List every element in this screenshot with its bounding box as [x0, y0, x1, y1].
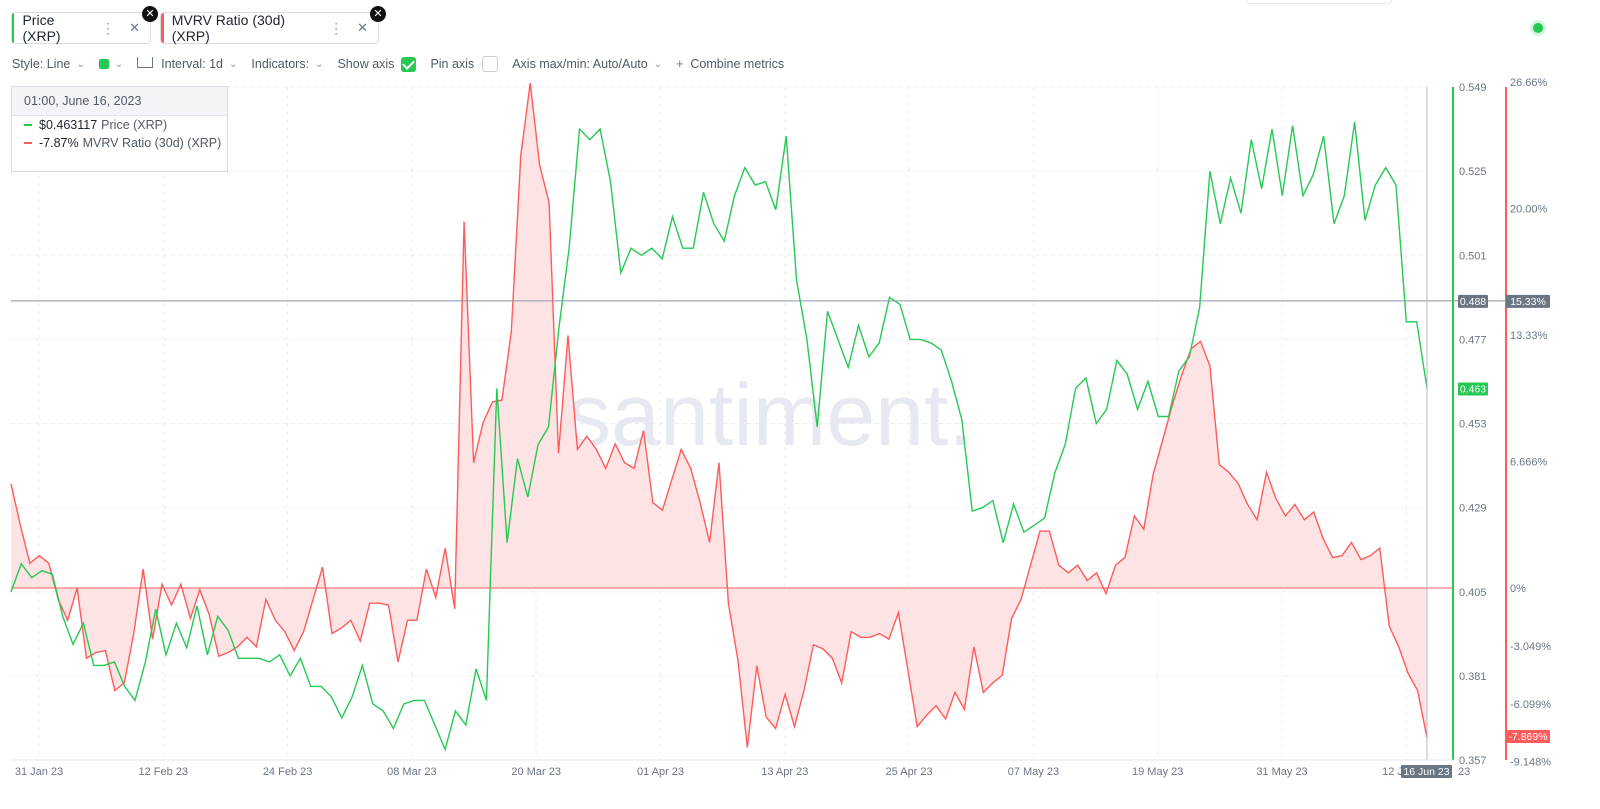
pin-axis-toggle[interactable]: Pin axis — [430, 56, 499, 72]
series-color-icon — [24, 124, 32, 126]
price-tick-label: 0.357 — [1459, 755, 1487, 767]
mvrv-area-fill — [11, 83, 1427, 748]
remove-metric-icon[interactable]: ✕ — [142, 6, 158, 22]
mvrv-tick-label: 6.666% — [1510, 456, 1548, 468]
price-tick-label: 0.405 — [1459, 587, 1487, 599]
mvrv-current-badge-bg — [1506, 730, 1550, 743]
tooltip-row-mvrv: -7.87% MVRV Ratio (30d) (XRP) — [12, 134, 227, 152]
series-color-icon — [24, 142, 32, 144]
close-icon[interactable]: ✕ — [357, 20, 368, 35]
price-tick-label: 0.525 — [1459, 166, 1487, 178]
style-label: Style: Line — [12, 57, 71, 71]
show-axis-checkbox[interactable] — [401, 56, 417, 72]
pin-axis-checkbox[interactable] — [482, 56, 499, 72]
show-axis-toggle[interactable]: Show axis — [337, 56, 417, 72]
price-tick-label: 0.381 — [1459, 671, 1487, 683]
ruler-icon — [137, 56, 154, 68]
x-tick-label: 08 Mar 23 — [387, 766, 437, 778]
chevron-down-icon: ⌄ — [76, 58, 85, 70]
price-crosshair-badge-bg — [1458, 294, 1488, 308]
x-cursor-badge-bg — [1401, 765, 1452, 778]
style-dropdown[interactable]: Style: Line ⌄ — [12, 57, 85, 71]
mvrv-tick-label: 0% — [1510, 583, 1526, 595]
interval-label: Interval: 1d — [161, 57, 223, 71]
more-options-icon[interactable]: ⋮ — [329, 19, 344, 36]
plus-icon: + — [676, 57, 684, 71]
mvrv-tick-label: 26.66% — [1510, 77, 1548, 89]
mvrv-tick-label: 13.33% — [1510, 330, 1548, 342]
chevron-down-icon: ⌄ — [114, 58, 124, 70]
chart-toolbar: Style: Line ⌄ ⌄ Interval: 1d ⌄ Indicator… — [12, 56, 798, 72]
x-cursor-label: 16 Jun 23 — [1403, 766, 1449, 778]
x-tick-label: 13 Apr 23 — [761, 766, 808, 778]
remove-metric-icon[interactable]: ✕ — [370, 6, 386, 22]
combine-metrics-label: Combine metrics — [690, 57, 785, 71]
indicators-label: Indicators: — [251, 57, 310, 71]
price-line — [10, 122, 1428, 752]
x-tick-label: 24 Feb 23 — [263, 766, 313, 778]
price-tick-label: 0.429 — [1459, 503, 1487, 515]
mvrv-crosshair-badge: 15.33% — [1510, 296, 1546, 308]
close-icon[interactable]: ✕ — [129, 20, 140, 35]
mvrv-tick-label: -9.148% — [1510, 757, 1551, 769]
axis-maxmin-dropdown[interactable]: Axis max/min: Auto/Auto ⌄ — [512, 57, 662, 71]
x-tick-label: 01 Apr 23 — [637, 766, 684, 778]
x-tick-label: 31 May 23 — [1256, 766, 1307, 778]
indicators-dropdown[interactable]: Indicators: ⌄ — [251, 57, 323, 71]
tooltip-row-price: $0.463117 Price (XRP) — [12, 116, 227, 134]
metric-tab-price[interactable]: Price (XRP) ⋮ ✕ — [11, 12, 151, 44]
pin-axis-label: Pin axis — [430, 57, 475, 71]
chevron-down-icon: ⌄ — [315, 58, 324, 70]
mvrv-tick-label: -3.049% — [1510, 641, 1551, 653]
color-swatch — [98, 59, 109, 69]
price-current-badge: 0.463 — [1460, 383, 1486, 395]
chart-tooltip: 01:00, June 16, 2023 $0.463117 Price (XR… — [11, 86, 228, 172]
chevron-down-icon: ⌄ — [653, 58, 663, 70]
price-tick-label: 0.477 — [1459, 334, 1487, 346]
metric-tab-label: MVRV Ratio (30d) (XRP) — [171, 12, 286, 44]
x-tick-label: 07 May 23 — [1008, 766, 1059, 778]
metric-color-bar — [12, 13, 15, 43]
x-tick-label: 20 Mar 23 — [511, 766, 561, 778]
axis-maxmin-label: Axis max/min: Auto/Auto — [512, 57, 648, 71]
x-tick-label: 25 Apr 23 — [886, 766, 933, 778]
chevron-down-icon: ⌄ — [229, 58, 238, 70]
metric-color-bar — [161, 13, 164, 43]
tooltip-value: -7.87% — [39, 136, 79, 150]
show-axis-label: Show axis — [337, 57, 395, 71]
combine-metrics-button[interactable]: + Combine metrics — [676, 57, 784, 71]
mvrv-area — [11, 83, 1427, 748]
chart-axes: 31 Jan 23 12 Feb 23 24 Feb 23 08 Mar 23 20 M… — [11, 77, 1551, 778]
x-tick-label: 19 May 23 — [1132, 766, 1183, 778]
metric-tab-mvrv[interactable]: MVRV Ratio (30d) (XRP) ⋮ ✕ — [160, 12, 379, 44]
interval-dropdown[interactable]: Interval: 1d ⌄ — [137, 56, 238, 71]
price-tick-label: 0.549 — [1459, 82, 1487, 94]
x-end-label: 23 — [1458, 766, 1470, 778]
tooltip-series-name: Price (XRP) — [101, 118, 168, 132]
x-tick-label: 31 Jan 23 — [15, 766, 63, 778]
price-crosshair-badge: 0.488 — [1460, 296, 1486, 308]
tooltip-value: $0.463117 — [39, 118, 98, 132]
mvrv-tick-label: -6.099% — [1510, 699, 1551, 711]
price-tick-label: 0.501 — [1459, 250, 1487, 262]
color-dropdown[interactable]: ⌄ — [98, 58, 124, 70]
price-tick-label: 0.453 — [1459, 419, 1487, 431]
mvrv-crosshair-badge-bg — [1506, 294, 1550, 308]
x-tick-label: 12 Feb 23 — [139, 766, 189, 778]
mvrv-current-badge: -7.869% — [1508, 731, 1547, 743]
series-lines — [10, 83, 1506, 760]
watermark: santiment. — [567, 365, 973, 464]
mvrv-tick-label: 20.00% — [1510, 203, 1548, 215]
more-options-icon[interactable]: ⋮ — [101, 19, 116, 36]
tooltip-series-name: MVRV Ratio (30d) (XRP) — [82, 136, 222, 150]
tooltip-datetime: 01:00, June 16, 2023 — [12, 87, 227, 116]
live-status-icon — [1533, 23, 1543, 33]
metric-tab-label: Price (XRP) — [22, 12, 61, 44]
price-current-badge-bg — [1458, 382, 1488, 396]
